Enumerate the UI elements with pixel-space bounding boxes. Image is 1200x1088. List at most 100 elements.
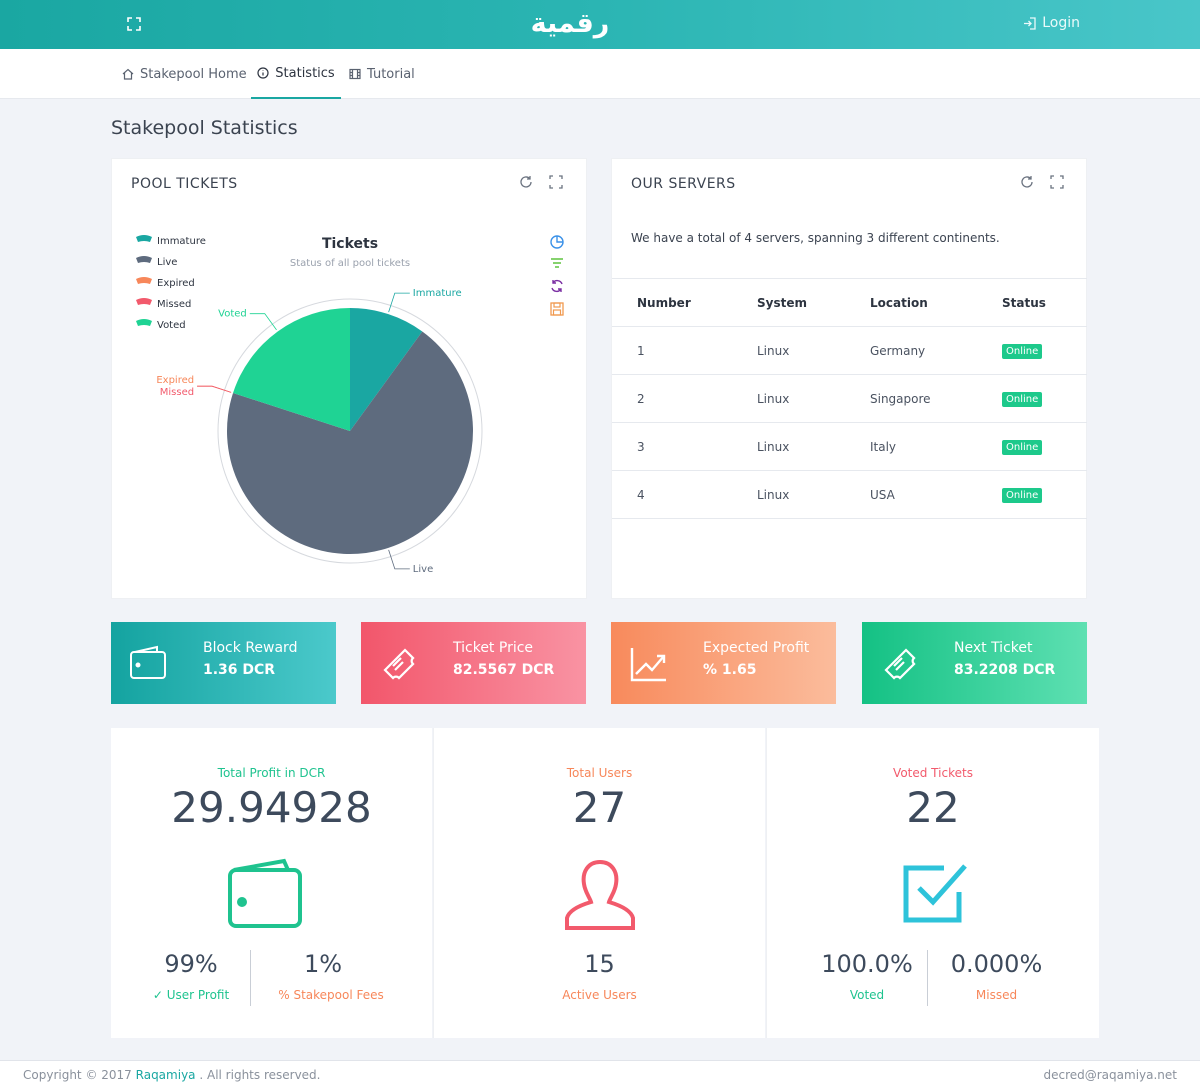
save-image-icon[interactable] — [550, 302, 564, 316]
tile-value: % 1.65 — [703, 662, 757, 678]
svg-text:Missed: Missed — [157, 299, 191, 310]
ticket-icon — [383, 648, 415, 680]
user-profit-label: ✓ User Profit — [152, 988, 230, 1002]
app-logo[interactable]: رقمية — [530, 8, 610, 39]
voted-tickets-panel: Voted Tickets 22 100.0% 0.000% Voted Mis… — [766, 728, 1099, 1038]
next-ticket-tile: Next Ticket 83.2208 DCR — [862, 622, 1087, 704]
tile-label: Expected Profit — [703, 640, 810, 656]
server-system: Linux — [757, 422, 870, 471]
pie-slice-live[interactable] — [227, 331, 473, 554]
server-system: Linux — [757, 470, 870, 519]
column-header[interactable]: System — [757, 278, 870, 327]
status-badge: Online — [1002, 487, 1043, 503]
tile-label: Ticket Price — [453, 640, 534, 656]
chart-title: Tickets — [322, 236, 378, 252]
nav-item-statistics[interactable]: Statistics — [251, 49, 341, 99]
nav-item-tutorial[interactable]: Tutorial — [349, 49, 415, 99]
svg-text:Live: Live — [157, 257, 177, 268]
column-header[interactable]: Status — [1002, 278, 1087, 327]
voted-tickets-value: 22 — [906, 783, 960, 832]
status-badge: Online — [1002, 343, 1043, 359]
fullscreen-icon[interactable] — [127, 16, 143, 32]
top-bar: رقمية Login — [0, 0, 1200, 49]
legend-item-voted[interactable]: Voted — [136, 319, 186, 331]
divider — [250, 950, 251, 1006]
pie-outer-ring — [217, 298, 483, 564]
tile-value: 82.5567 DCR — [453, 662, 555, 678]
pie-label-missed: Missed — [160, 387, 194, 398]
restore-icon[interactable] — [551, 279, 563, 293]
voted-tickets-label: Voted Tickets — [893, 766, 973, 780]
tile-value: 83.2208 DCR — [954, 662, 1056, 678]
server-system: Linux — [757, 374, 870, 423]
total-profit-label: Total Profit in DCR — [217, 766, 326, 780]
column-header[interactable]: Number — [612, 278, 757, 327]
server-location: Singapore — [870, 374, 1002, 423]
pie-label-line — [388, 549, 410, 570]
refresh-icon[interactable] — [519, 174, 533, 188]
stakepool-fees-label: % Stakepool Fees — [278, 988, 384, 1002]
wallet-icon — [228, 858, 302, 928]
total-profit-panel: Total Profit in DCR 29.94928 99% 1% ✓ Us… — [111, 728, 432, 1038]
missed-percent-value: 0.000% — [950, 950, 1043, 978]
table-row: 3 Linux Italy Online — [612, 422, 1087, 471]
footer: Copyright © 2017 Raqamiya . All rights r… — [0, 1060, 1200, 1088]
server-location: USA — [870, 470, 1002, 519]
chart-line-icon — [630, 648, 666, 682]
tile-label: Block Reward — [203, 640, 298, 656]
status-badge: Online — [1002, 391, 1043, 407]
funnel-icon[interactable] — [551, 258, 563, 268]
total-users-panel: Total Users 27 15 Active Users — [433, 728, 765, 1038]
server-number: 1 — [612, 326, 757, 375]
card-title: OUR SERVERS — [631, 176, 736, 192]
voted-percent-value: 100.0% — [821, 950, 913, 978]
ticket-price-tile: Ticket Price 82.5567 DCR — [361, 622, 586, 704]
percent-icon: % — [278, 988, 290, 1002]
legend-item-immature[interactable]: Immature — [136, 235, 206, 247]
pie-label-line — [388, 292, 410, 313]
active-users-label: Active Users — [562, 988, 637, 1002]
table-row: 2 Linux Singapore Online — [612, 374, 1087, 423]
server-system: Linux — [757, 326, 870, 375]
film-icon — [349, 68, 361, 80]
home-icon — [122, 68, 134, 80]
user-profit-value: 99% — [164, 950, 218, 978]
status-badge: Online — [1002, 439, 1043, 455]
contact-email[interactable]: decred@raqamiya.net — [1043, 1068, 1177, 1082]
legend-item-live[interactable]: Live — [136, 256, 177, 268]
fullscreen-icon[interactable] — [549, 174, 563, 189]
divider — [927, 950, 928, 1006]
expected-profit-tile: Expected Profit % 1.65 — [611, 622, 836, 704]
nav-item-stakepool-home[interactable]: Stakepool Home — [122, 49, 247, 99]
legend-item-expired[interactable]: Expired — [136, 277, 195, 289]
total-users-value: 27 — [572, 783, 627, 832]
svg-text:Expired: Expired — [157, 278, 195, 289]
wallet-icon — [130, 645, 166, 679]
pie-slice-voted[interactable] — [233, 308, 350, 431]
pool-tickets-card: POOL TICKETS Tickets Status of all pool … — [111, 158, 587, 599]
login-button[interactable]: Login — [1023, 15, 1080, 31]
nav-item-label: Statistics — [275, 65, 335, 81]
servers-card: OUR SERVERS We have a total of 4 servers… — [611, 158, 1087, 599]
pie-slice-immature[interactable] — [350, 308, 423, 431]
refresh-icon[interactable] — [1020, 174, 1034, 188]
pie-label-expired: Expired — [156, 375, 194, 386]
legend-item-missed[interactable]: Missed — [136, 298, 191, 310]
servers-summary: We have a total of 4 servers, spanning 3… — [631, 231, 1000, 245]
fullscreen-icon[interactable] — [1050, 174, 1064, 189]
total-profit-value: 29.94928 — [171, 783, 372, 832]
stakepool-fees-value: 1% — [303, 950, 343, 978]
block-reward-tile: Block Reward 1.36 DCR — [111, 622, 336, 704]
brand-link[interactable]: Raqamiya — [135, 1068, 196, 1082]
checkbox-icon — [903, 864, 967, 923]
column-header[interactable]: Location — [870, 278, 1002, 327]
server-number: 3 — [612, 422, 757, 471]
page-title: Stakepool Statistics — [111, 117, 298, 139]
pie-chart-toggle-icon[interactable] — [550, 235, 564, 249]
login-icon — [1024, 16, 1036, 30]
pie-label-voted: Voted — [218, 309, 247, 320]
server-location: Germany — [870, 326, 1002, 375]
card-title: POOL TICKETS — [131, 176, 238, 192]
tile-label: Next Ticket — [954, 640, 1033, 656]
active-users-value: 15 — [584, 950, 615, 978]
